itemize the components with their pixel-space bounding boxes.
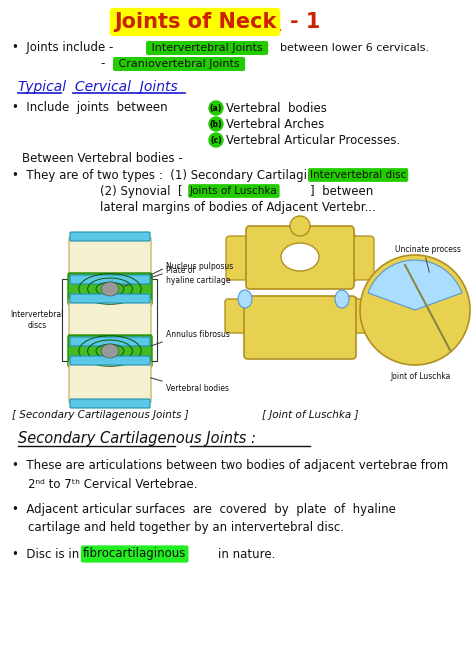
Text: fibrocartilaginous: fibrocartilaginous — [83, 547, 186, 561]
Text: in nature.: in nature. — [218, 547, 275, 561]
Text: cartilage and held together by an intervertebral disc.: cartilage and held together by an interv… — [28, 521, 344, 535]
Text: •  Joints include -: • Joints include - — [12, 42, 113, 54]
FancyBboxPatch shape — [344, 236, 374, 280]
FancyBboxPatch shape — [69, 237, 151, 279]
Text: Joint of Luschka: Joint of Luschka — [390, 372, 450, 381]
Text: 2ⁿᵈ to 7ᵗʰ Cervical Vertebrae.: 2ⁿᵈ to 7ᵗʰ Cervical Vertebrae. — [28, 478, 198, 490]
Circle shape — [209, 133, 223, 147]
Circle shape — [290, 216, 310, 236]
FancyBboxPatch shape — [244, 296, 356, 359]
Ellipse shape — [238, 290, 252, 308]
FancyBboxPatch shape — [331, 297, 357, 333]
Text: Nucleus pulposus: Nucleus pulposus — [166, 262, 233, 271]
Text: (a): (a) — [210, 103, 222, 113]
Text: Secondary Cartilagenous Joints :: Secondary Cartilagenous Joints : — [18, 431, 256, 446]
Text: •  Adjacent articular surfaces  are  covered  by  plate  of  hyaline: • Adjacent articular surfaces are covere… — [12, 503, 396, 517]
Ellipse shape — [101, 282, 119, 296]
Text: Between Vertebral bodies -: Between Vertebral bodies - — [22, 151, 183, 165]
Text: Craniovertebral Joints: Craniovertebral Joints — [115, 59, 243, 69]
Text: (b): (b) — [210, 119, 222, 129]
FancyBboxPatch shape — [70, 232, 150, 241]
Text: Annulus fibrosus: Annulus fibrosus — [166, 330, 230, 339]
Text: lateral margins of bodies of Adjacent Vertebr...: lateral margins of bodies of Adjacent Ve… — [100, 200, 376, 214]
Circle shape — [209, 101, 223, 115]
Circle shape — [360, 255, 470, 365]
Text: Vertebral bodies: Vertebral bodies — [166, 384, 229, 393]
Text: (c): (c) — [210, 135, 222, 145]
Ellipse shape — [335, 290, 349, 308]
FancyBboxPatch shape — [68, 335, 152, 367]
FancyBboxPatch shape — [347, 299, 375, 333]
FancyBboxPatch shape — [70, 337, 150, 346]
Text: Vertebral Arches: Vertebral Arches — [226, 117, 324, 131]
FancyBboxPatch shape — [70, 356, 150, 365]
Circle shape — [209, 117, 223, 131]
Text: Vertebral Articular Processes.: Vertebral Articular Processes. — [226, 133, 400, 147]
FancyBboxPatch shape — [246, 226, 354, 289]
Ellipse shape — [101, 344, 119, 358]
Text: (2) Synovial  [: (2) Synovial [ — [100, 184, 182, 198]
Text: Intervertebral Joints: Intervertebral Joints — [148, 43, 266, 53]
Text: -: - — [100, 58, 104, 70]
Text: Vertebral  bodies: Vertebral bodies — [226, 101, 327, 115]
Text: Joints of Neck: Joints of Neck — [114, 12, 276, 32]
Text: Intervertebral
discs: Intervertebral discs — [10, 310, 64, 330]
Text: Plate of
hyaline cartilage: Plate of hyaline cartilage — [166, 266, 230, 285]
Text: [ Joint of Luschka ]: [ Joint of Luschka ] — [262, 410, 358, 420]
FancyBboxPatch shape — [70, 294, 150, 303]
Ellipse shape — [281, 243, 319, 271]
FancyBboxPatch shape — [246, 234, 274, 282]
FancyBboxPatch shape — [68, 273, 152, 305]
Text: •  These are articulations between two bodies of adjacent vertebrae from: • These are articulations between two bo… — [12, 460, 448, 472]
Text: •  Disc is in: • Disc is in — [12, 547, 79, 561]
FancyBboxPatch shape — [225, 299, 253, 333]
Text: Joints of Luschka: Joints of Luschka — [190, 186, 278, 196]
FancyBboxPatch shape — [69, 299, 151, 341]
Text: Typical  Cervical  Joints: Typical Cervical Joints — [18, 80, 178, 94]
Text: ]  between: ] between — [310, 184, 373, 198]
Text: Intervertebral disc: Intervertebral disc — [310, 170, 406, 180]
FancyBboxPatch shape — [328, 234, 356, 282]
Text: [ Secondary Cartilagenous Joints ]: [ Secondary Cartilagenous Joints ] — [12, 410, 188, 420]
FancyBboxPatch shape — [226, 236, 256, 280]
FancyBboxPatch shape — [69, 361, 151, 403]
Text: •  They are of two types :  (1) Secondary Cartilaginous  [: • They are of two types : (1) Secondary … — [12, 168, 347, 182]
Text: Uncinate process: Uncinate process — [395, 245, 461, 254]
FancyBboxPatch shape — [70, 399, 150, 408]
Text: •  Include  joints  between: • Include joints between — [12, 101, 168, 115]
FancyBboxPatch shape — [245, 297, 271, 333]
Wedge shape — [368, 260, 462, 310]
Text: - 1: - 1 — [290, 12, 320, 32]
Text: between lower 6 cervicals.: between lower 6 cervicals. — [280, 43, 429, 53]
FancyBboxPatch shape — [70, 275, 150, 284]
